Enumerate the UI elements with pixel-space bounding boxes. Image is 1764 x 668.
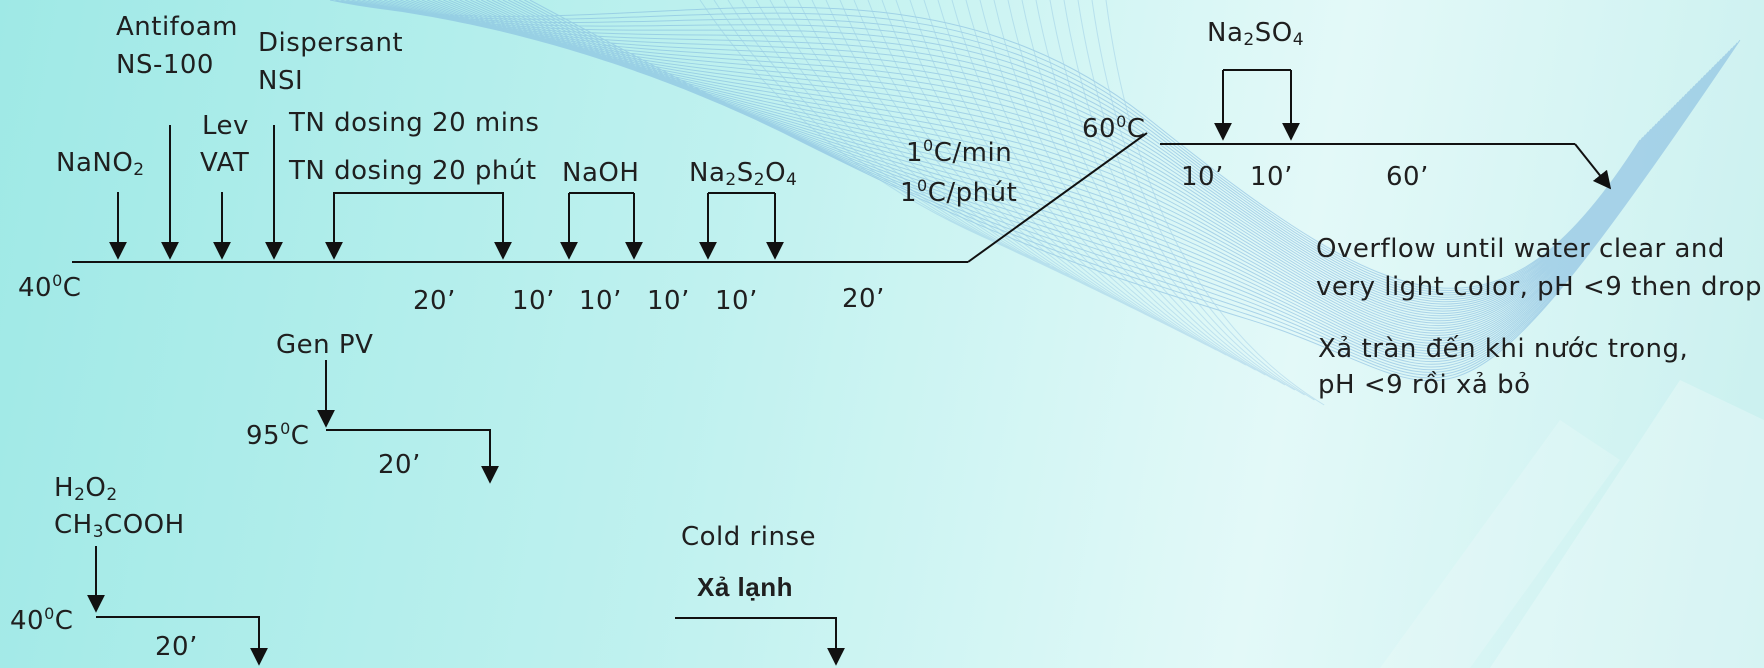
tn-dosing-vi-label: TN dosing 20 phút — [289, 156, 537, 186]
temp-95c-label: 950C — [246, 419, 310, 451]
naoh-label: NaOH — [562, 158, 640, 188]
duration-label: 10’ — [647, 286, 690, 316]
overflow-note-vi-2: pH <9 rồi xả bỏ — [1318, 370, 1531, 400]
duration-label: 10’ — [1181, 162, 1224, 192]
gen-pv-label: Gen PV — [276, 330, 374, 360]
antifoam-label: Antifoam — [116, 12, 239, 42]
rate-en-label: 10C/min — [906, 136, 1013, 168]
nano2-label: NaNO2 — [56, 148, 145, 180]
tn-dosing-en-label: TN dosing 20 mins — [289, 108, 540, 138]
h2o2-label: H2O2 — [54, 473, 118, 505]
cold-rinse-line — [675, 617, 845, 666]
cold-rinse-label: Cold rinse — [681, 522, 816, 552]
tn-dosing-bracket — [333, 192, 504, 258]
xa-lanh-label: Xả lạnh — [697, 572, 793, 602]
duration-label: 20’ — [413, 286, 456, 316]
h2o2-hold-line — [96, 616, 268, 666]
ns100-label: NS-100 — [116, 50, 214, 80]
overflow-note-vi-1: Xả tràn đến khi nước trong, — [1318, 334, 1689, 364]
duration-label: 10’ — [579, 286, 622, 316]
drop-arrow-line — [1574, 143, 1612, 190]
duration-label: 10’ — [512, 286, 555, 316]
heating-ramp-line — [967, 132, 1148, 263]
dispersant-label: Dispersant — [258, 28, 404, 58]
temp-40c-label: 400C — [18, 271, 82, 303]
lev-label: Lev — [202, 111, 249, 141]
temp-40c-b-label: 400C — [10, 604, 74, 636]
temp-60c-label: 600C — [1082, 112, 1146, 144]
overflow-note-en-1: Overflow until water clear and — [1316, 234, 1725, 264]
duration-label: 20’ — [378, 450, 421, 480]
vat-label: VAT — [200, 148, 250, 178]
duration-label: 10’ — [1250, 162, 1293, 192]
na2s2o4-label: Na2S2O4 — [689, 158, 798, 190]
rate-vi-label: 10C/phút — [900, 176, 1018, 208]
duration-label: 60’ — [1386, 162, 1429, 192]
overflow-note-en-2: very light color, pH <9 then drop — [1316, 272, 1763, 302]
gen-pv-hold-line — [326, 429, 499, 484]
na2so4-label: Na2SO4 — [1207, 18, 1305, 50]
ch3cooh-label: CH3COOH — [54, 510, 185, 542]
nsi-label: NSI — [258, 66, 304, 96]
duration-label: 20’ — [155, 632, 198, 662]
duration-label: 10’ — [715, 286, 758, 316]
duration-label: 20’ — [842, 284, 885, 314]
